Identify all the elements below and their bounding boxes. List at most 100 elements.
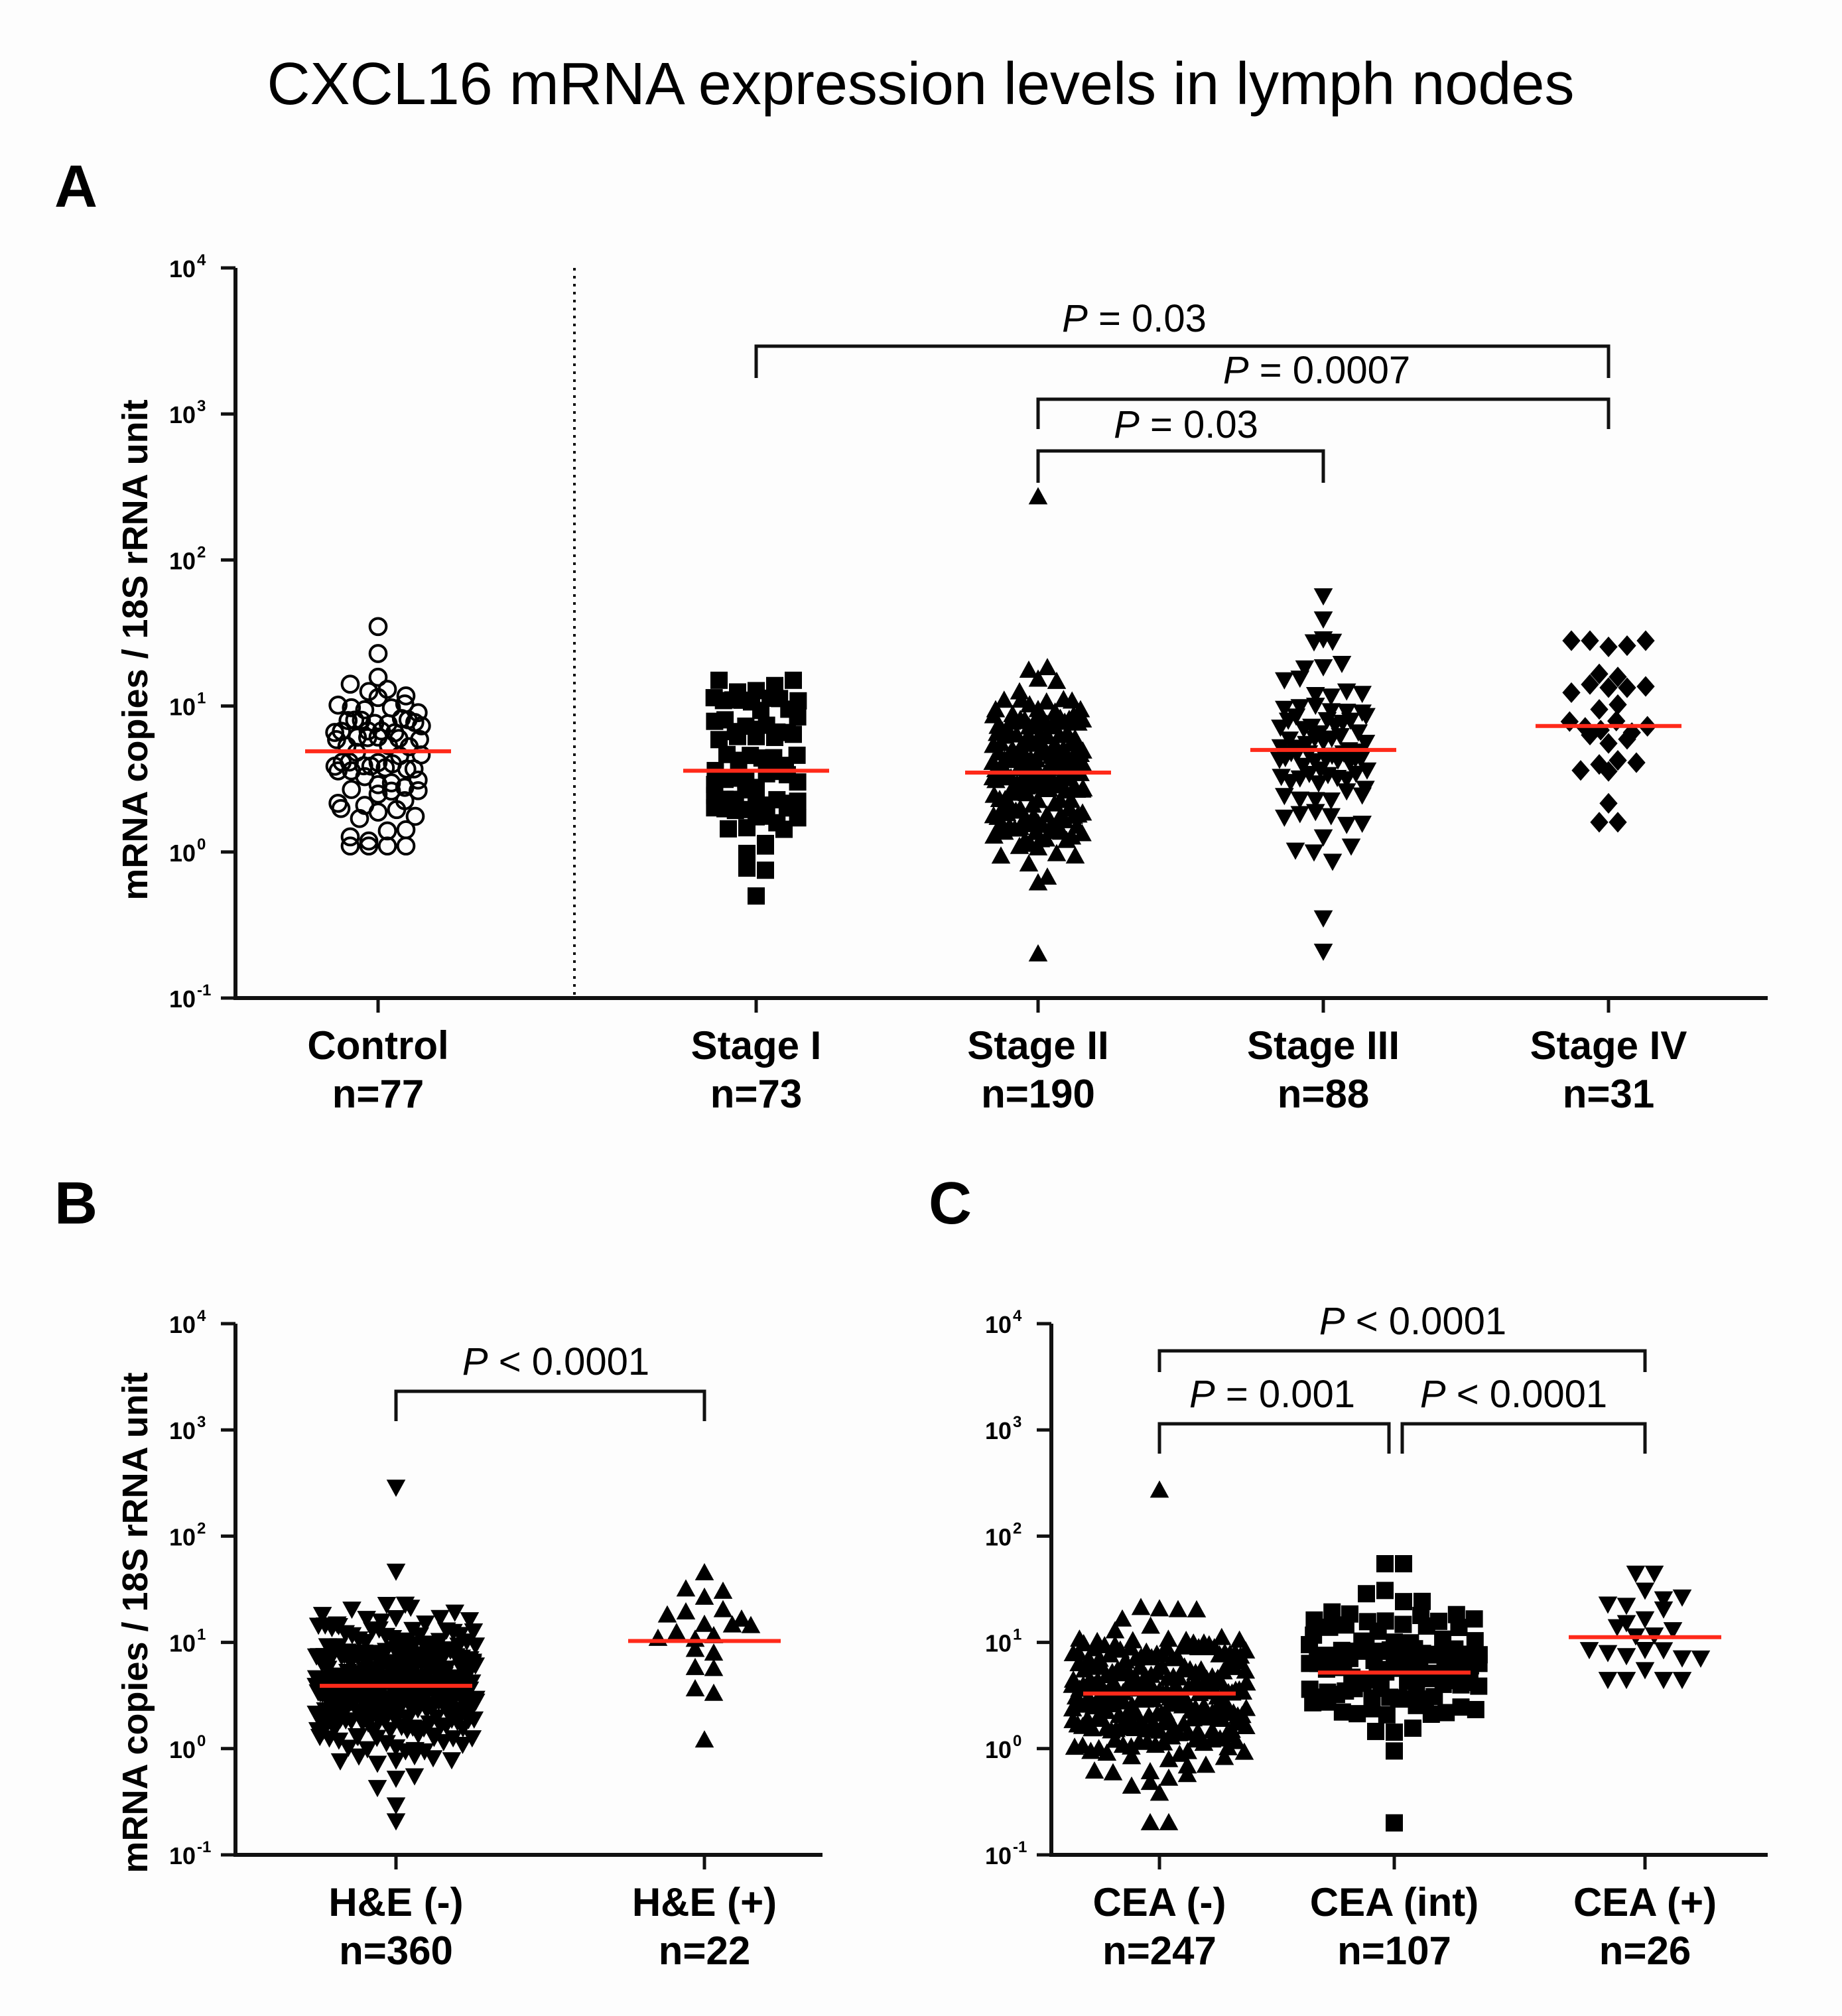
data-point [408, 781, 428, 800]
data-point [1599, 792, 1618, 814]
data-point [355, 767, 375, 787]
p-symbol: P [1062, 297, 1088, 340]
p-value-text: < 0.0001 [1345, 1300, 1507, 1343]
data-point [405, 806, 425, 826]
data-point [748, 887, 765, 905]
category-n-h-e: n=22 [659, 1928, 750, 1973]
data-point [1275, 700, 1294, 718]
data-point [785, 671, 802, 689]
data-point [1635, 1642, 1655, 1660]
data-point [1122, 1776, 1142, 1794]
data-point [340, 836, 360, 856]
data-point [1590, 754, 1609, 775]
data-point [359, 836, 379, 856]
panel-a-letter: A [54, 154, 98, 220]
data-point [1560, 711, 1579, 732]
data-point [391, 709, 411, 728]
data-point [381, 773, 401, 792]
data-point [1369, 1622, 1387, 1640]
data-point [685, 1657, 705, 1675]
data-point [397, 759, 417, 779]
data-point [1301, 1636, 1319, 1654]
bracket-line [1157, 1422, 1391, 1454]
data-point [368, 802, 388, 822]
data-point [1313, 588, 1333, 606]
data-point [445, 1604, 465, 1622]
category-label-stage-iii: Stage III [1247, 1023, 1400, 1068]
data-point [358, 727, 377, 747]
data-point [685, 1639, 705, 1657]
data-point [1470, 1677, 1488, 1695]
data-point [377, 836, 397, 856]
panel-a-marks [305, 487, 1681, 962]
data-point [704, 1683, 724, 1701]
data-point [1275, 809, 1294, 827]
data-point [1437, 1704, 1455, 1722]
data-point [789, 708, 807, 726]
data-point [694, 1730, 714, 1748]
data-point [1386, 1723, 1403, 1741]
data-point [328, 695, 348, 715]
p-symbol: P [1319, 1300, 1345, 1343]
data-point [1332, 655, 1352, 673]
data-point [401, 1600, 421, 1617]
y-tick-label: 10 [985, 1842, 1012, 1869]
category-n-stage-iii: n=88 [1278, 1072, 1369, 1116]
data-point [1313, 943, 1333, 961]
data-point [1562, 630, 1581, 651]
data-point [312, 1607, 332, 1625]
data-point [1386, 1814, 1403, 1832]
data-point [342, 1602, 362, 1619]
data-point [1097, 1743, 1117, 1761]
data-point [350, 808, 369, 828]
category-n-stage-i: n=73 [710, 1072, 802, 1116]
data-point [386, 1813, 406, 1831]
data-point [1408, 1696, 1425, 1714]
data-point [348, 1729, 367, 1747]
data-point [1236, 1717, 1256, 1735]
y-tick-exponent: 3 [197, 1413, 206, 1431]
data-point [667, 1623, 687, 1641]
data-point [1178, 1741, 1197, 1759]
data-point [1275, 788, 1294, 806]
panel-b-brackets: P < 0.0001 [394, 1340, 706, 1421]
data-point [1352, 815, 1372, 833]
data-point [1047, 671, 1067, 689]
data-point [1317, 712, 1337, 729]
data-point [1037, 692, 1057, 710]
data-point [381, 781, 401, 801]
category-label-h-e: H&E (+) [632, 1880, 777, 1924]
data-point [466, 1657, 486, 1675]
data-point [1337, 771, 1356, 789]
data-point [1226, 1732, 1246, 1749]
data-point [1395, 1554, 1412, 1572]
data-point [338, 1739, 358, 1757]
data-point [1672, 1672, 1692, 1690]
data-point [1305, 1611, 1323, 1629]
category-n-stage-iv: n=31 [1563, 1072, 1654, 1116]
data-point [408, 770, 428, 790]
data-point [1212, 1710, 1232, 1728]
y-tick-exponent: 4 [197, 1307, 206, 1325]
data-point [1323, 853, 1343, 871]
data-point [1304, 634, 1324, 652]
data-point [1071, 744, 1090, 762]
y-tick-label: 10 [169, 694, 196, 721]
data-point [1354, 1674, 1372, 1692]
data-point [1215, 1747, 1234, 1765]
data-point [1404, 1719, 1421, 1737]
data-point [1337, 704, 1356, 722]
data-point [396, 836, 416, 856]
data-point [1337, 1616, 1354, 1634]
y-tick-exponent: 0 [197, 1732, 206, 1750]
data-point [355, 700, 375, 720]
data-point [789, 773, 807, 791]
significance-bracket: P = 0.0007 [1036, 349, 1611, 429]
data-point [1140, 1773, 1160, 1791]
y-tick-exponent: -1 [197, 981, 211, 999]
data-point [466, 1637, 486, 1655]
data-point [359, 682, 379, 702]
